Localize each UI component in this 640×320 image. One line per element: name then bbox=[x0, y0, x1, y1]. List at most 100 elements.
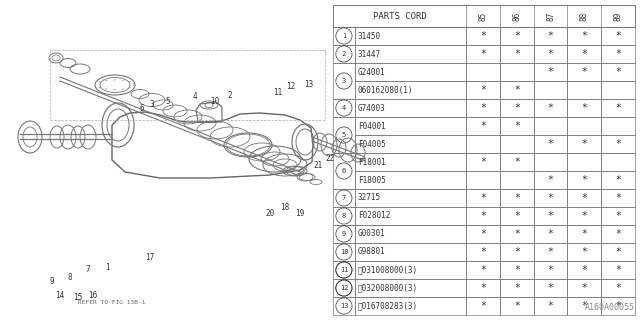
Text: *: * bbox=[514, 283, 520, 293]
Text: *: * bbox=[548, 265, 554, 275]
Text: 8: 8 bbox=[342, 213, 346, 219]
Text: *: * bbox=[480, 265, 486, 275]
Text: *: * bbox=[581, 49, 588, 59]
Text: 9: 9 bbox=[342, 231, 346, 237]
Text: *: * bbox=[514, 85, 520, 95]
Text: 12: 12 bbox=[340, 285, 348, 291]
Text: F04005: F04005 bbox=[358, 140, 386, 148]
Text: F028012: F028012 bbox=[358, 212, 390, 220]
Text: *: * bbox=[548, 193, 554, 203]
Text: *: * bbox=[581, 283, 588, 293]
Text: Ⓑ016708283(3): Ⓑ016708283(3) bbox=[358, 301, 418, 310]
Text: *: * bbox=[615, 103, 621, 113]
Text: *: * bbox=[480, 283, 486, 293]
Text: *: * bbox=[548, 301, 554, 311]
Text: *: * bbox=[480, 49, 486, 59]
Text: *: * bbox=[480, 31, 486, 41]
Text: 20: 20 bbox=[266, 209, 275, 218]
Text: 3: 3 bbox=[150, 100, 154, 108]
Text: *: * bbox=[615, 31, 621, 41]
Text: 31447: 31447 bbox=[358, 50, 381, 59]
Text: *: * bbox=[581, 67, 588, 77]
Text: 060162080(1): 060162080(1) bbox=[358, 85, 413, 94]
Text: *: * bbox=[548, 211, 554, 221]
Text: 9: 9 bbox=[50, 277, 54, 286]
Text: *: * bbox=[480, 157, 486, 167]
Text: *: * bbox=[548, 175, 554, 185]
Text: *: * bbox=[581, 103, 588, 113]
Text: *: * bbox=[514, 301, 520, 311]
Text: *: * bbox=[548, 67, 554, 77]
Text: 19: 19 bbox=[296, 209, 305, 218]
Text: A160A00055: A160A00055 bbox=[585, 303, 635, 312]
Text: 6: 6 bbox=[140, 103, 144, 113]
Text: *: * bbox=[480, 211, 486, 221]
Text: *: * bbox=[581, 229, 588, 239]
Text: *: * bbox=[480, 247, 486, 257]
Text: 7: 7 bbox=[86, 266, 90, 275]
Text: 14: 14 bbox=[56, 291, 65, 300]
Text: *: * bbox=[581, 301, 588, 311]
Text: Ⓦ031008000(3): Ⓦ031008000(3) bbox=[358, 266, 418, 275]
Text: 15: 15 bbox=[74, 292, 83, 301]
Text: *: * bbox=[615, 283, 621, 293]
Text: 8: 8 bbox=[68, 273, 72, 282]
Text: 1: 1 bbox=[105, 262, 109, 271]
Text: 21: 21 bbox=[314, 161, 323, 170]
Text: *: * bbox=[581, 31, 588, 41]
Text: 7: 7 bbox=[342, 195, 346, 201]
Text: *: * bbox=[514, 103, 520, 113]
Text: 10: 10 bbox=[340, 249, 348, 255]
Text: *: * bbox=[615, 301, 621, 311]
Text: 10: 10 bbox=[211, 97, 220, 106]
Text: 2: 2 bbox=[228, 91, 232, 100]
Text: G74003: G74003 bbox=[358, 103, 386, 113]
Text: *: * bbox=[615, 247, 621, 257]
Text: *: * bbox=[581, 139, 588, 149]
Text: *: * bbox=[480, 121, 486, 131]
Text: 85: 85 bbox=[479, 12, 488, 20]
Text: *: * bbox=[615, 139, 621, 149]
Text: 31450: 31450 bbox=[358, 31, 381, 41]
Text: 17: 17 bbox=[145, 253, 155, 262]
Text: *: * bbox=[615, 67, 621, 77]
Text: *: * bbox=[548, 103, 554, 113]
Text: F18001: F18001 bbox=[358, 157, 386, 166]
Text: 3: 3 bbox=[342, 78, 346, 84]
Text: *: * bbox=[548, 139, 554, 149]
Text: 12: 12 bbox=[286, 82, 296, 91]
Text: *: * bbox=[581, 247, 588, 257]
Text: *: * bbox=[480, 301, 486, 311]
Text: *: * bbox=[480, 229, 486, 239]
Text: *: * bbox=[514, 229, 520, 239]
Text: 2: 2 bbox=[342, 51, 346, 57]
Text: *: * bbox=[514, 247, 520, 257]
Text: *: * bbox=[548, 49, 554, 59]
Text: G24001: G24001 bbox=[358, 68, 386, 76]
Text: *: * bbox=[581, 265, 588, 275]
Text: 4: 4 bbox=[193, 92, 197, 100]
Text: F18005: F18005 bbox=[358, 175, 386, 185]
Text: *: * bbox=[480, 85, 486, 95]
Text: 89: 89 bbox=[614, 12, 623, 20]
Text: Ⓦ032008000(3): Ⓦ032008000(3) bbox=[358, 284, 418, 292]
Text: 13: 13 bbox=[340, 303, 348, 309]
Text: 32715: 32715 bbox=[358, 194, 381, 203]
Text: 87: 87 bbox=[546, 12, 555, 20]
Text: *: * bbox=[514, 121, 520, 131]
Text: *: * bbox=[514, 157, 520, 167]
Text: 5: 5 bbox=[166, 97, 170, 106]
Text: *: * bbox=[548, 229, 554, 239]
Text: *: * bbox=[581, 175, 588, 185]
Text: *: * bbox=[514, 265, 520, 275]
Text: *: * bbox=[480, 103, 486, 113]
Text: G98801: G98801 bbox=[358, 247, 386, 257]
Text: 4: 4 bbox=[342, 105, 346, 111]
Text: F04001: F04001 bbox=[358, 122, 386, 131]
Text: 13: 13 bbox=[305, 79, 314, 89]
Text: 11: 11 bbox=[273, 87, 283, 97]
Text: 5: 5 bbox=[342, 132, 346, 138]
Text: *: * bbox=[514, 193, 520, 203]
Text: G00301: G00301 bbox=[358, 229, 386, 238]
Text: *: * bbox=[548, 247, 554, 257]
